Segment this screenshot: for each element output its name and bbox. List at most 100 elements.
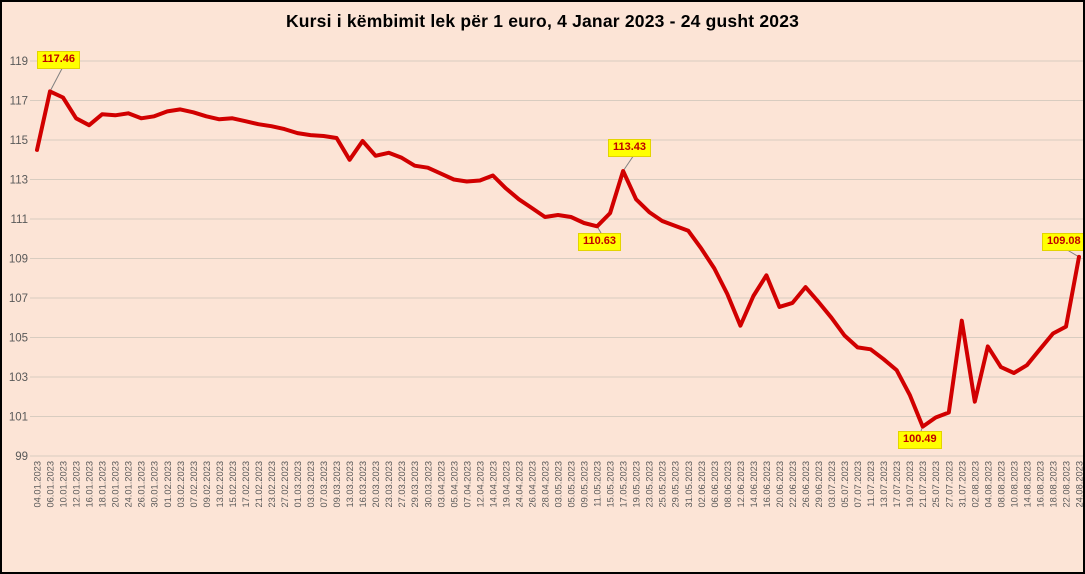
x-axis-label: 16.03.2023	[358, 461, 368, 508]
x-axis-label: 31.07.2023	[957, 461, 967, 508]
y-axis-label: 101	[9, 412, 28, 424]
x-axis-label: 30.01.2023	[150, 461, 160, 508]
y-axis-label: 107	[9, 293, 28, 305]
series-line	[35, 89, 1081, 429]
x-axis-label: 03.02.2023	[176, 461, 186, 508]
x-axis-label: 18.08.2023	[1048, 461, 1058, 508]
x-axis-label: 20.01.2023	[111, 461, 121, 508]
x-axis-label: 06.01.2023	[46, 461, 56, 508]
x-axis-label: 16.08.2023	[1035, 461, 1045, 508]
x-axis-label: 03.04.2023	[436, 461, 446, 508]
y-axis-label: 99	[15, 451, 28, 463]
x-axis-label: 29.05.2023	[671, 461, 681, 508]
x-axis-label: 26.06.2023	[801, 461, 811, 508]
x-axis-label: 14.04.2023	[488, 461, 498, 508]
x-axis-label: 29.03.2023	[410, 461, 420, 508]
data-label: 100.49	[898, 431, 942, 449]
x-axis-label: 22.06.2023	[788, 461, 798, 508]
x-axis-label: 17.07.2023	[892, 461, 902, 508]
x-axis-label: 28.04.2023	[540, 461, 550, 508]
x-axis-label: 15.05.2023	[606, 461, 616, 508]
x-axis-label: 08.06.2023	[723, 461, 733, 508]
x-axis-label: 14.08.2023	[1022, 461, 1032, 508]
y-axis-label: 105	[9, 333, 28, 345]
x-axis-label: 20.06.2023	[775, 461, 785, 508]
x-axis-label: 01.03.2023	[293, 461, 303, 508]
leader-line	[49, 67, 63, 92]
x-axis-label: 20.03.2023	[371, 461, 381, 508]
x-axis-label: 15.02.2023	[228, 461, 238, 508]
x-axis-label: 03.05.2023	[554, 461, 564, 508]
x-axis-label: 21.02.2023	[254, 461, 264, 508]
x-axis-label: 16.06.2023	[762, 461, 772, 508]
x-axis-label: 24.01.2023	[124, 461, 134, 508]
x-axis-label: 25.05.2023	[658, 461, 668, 508]
x-axis-label: 27.02.2023	[280, 461, 290, 508]
x-axis-label: 07.04.2023	[462, 461, 472, 508]
x-axis-label: 27.07.2023	[944, 461, 954, 508]
y-axis-label: 115	[10, 135, 28, 147]
x-axis-label: 07.07.2023	[853, 461, 863, 508]
x-axis-label: 10.01.2023	[59, 461, 69, 508]
x-axis-label: 24.08.2023	[1075, 461, 1085, 508]
data-label: 109.08	[1042, 233, 1083, 251]
x-axis-label: 10.08.2023	[1009, 461, 1019, 508]
x-axis-label: 02.06.2023	[697, 461, 707, 508]
x-axis-label: 25.07.2023	[931, 461, 941, 508]
x-axis-label: 11.05.2023	[593, 461, 603, 507]
x-axis-label: 13.02.2023	[215, 461, 225, 508]
x-axis-label: 24.04.2023	[514, 461, 524, 508]
x-axis-label: 05.04.2023	[449, 461, 459, 508]
x-axis-label: 13.07.2023	[879, 461, 889, 508]
x-axis-label: 13.03.2023	[345, 461, 355, 508]
x-axis-label: 11.07.2023	[866, 461, 876, 507]
data-label: 110.63	[578, 233, 622, 251]
chart-title: Kursi i këmbimit lek për 1 euro, 4 Janar…	[285, 11, 800, 31]
y-axis-label: 103	[9, 372, 28, 384]
x-axis-label: 23.05.2023	[645, 461, 655, 508]
x-axis-label: 31.05.2023	[684, 461, 694, 508]
x-axis-label: 05.07.2023	[840, 461, 850, 508]
x-axis-label: 29.06.2023	[814, 461, 824, 508]
x-axis-label: 19.05.2023	[632, 461, 642, 508]
leader-line	[622, 155, 634, 172]
y-axis-label: 119	[10, 56, 28, 68]
x-axis-label: 14.06.2023	[749, 461, 759, 508]
x-axis-label: 23.03.2023	[384, 461, 394, 508]
x-axis-label: 17.05.2023	[619, 461, 629, 508]
x-axis-label: 26.04.2023	[527, 461, 537, 508]
x-axis-label: 08.08.2023	[996, 461, 1006, 508]
leader-line	[1067, 249, 1080, 258]
y-axis-label: 111	[11, 214, 28, 226]
x-axis-label: 09.03.2023	[332, 461, 342, 508]
data-label: 113.43	[608, 139, 652, 157]
x-axis-label: 26.01.2023	[137, 461, 147, 508]
y-axis-label: 109	[9, 254, 28, 266]
x-axis-label: 16.01.2023	[85, 461, 95, 508]
x-axis-label: 27.03.2023	[397, 461, 407, 508]
x-axis-label: 02.08.2023	[970, 461, 980, 508]
x-axis-label: 23.02.2023	[267, 461, 277, 508]
x-axis-label: 17.02.2023	[241, 461, 251, 508]
x-axis-label: 22.08.2023	[1061, 461, 1071, 508]
x-axis-label: 12.04.2023	[475, 461, 485, 508]
x-axis-label: 07.02.2023	[189, 461, 199, 508]
y-axis-label: 113	[10, 175, 28, 187]
x-axis-label: 03.07.2023	[827, 461, 837, 508]
y-axis-label: 117	[10, 96, 28, 108]
x-axis-label: 19.04.2023	[501, 461, 511, 508]
x-axis-label: 09.02.2023	[202, 461, 212, 508]
x-axis-label: 03.03.2023	[306, 461, 316, 508]
x-axis-label: 04.08.2023	[983, 461, 993, 508]
data-label: 117.46	[37, 51, 81, 69]
x-axis-label: 21.07.2023	[918, 461, 928, 508]
x-axis-label: 09.05.2023	[580, 461, 590, 508]
x-axis-label: 01.02.2023	[163, 461, 173, 508]
x-axis-label: 12.01.2023	[72, 461, 82, 508]
x-axis-label: 12.06.2023	[736, 461, 746, 508]
x-axis-label: 06.06.2023	[710, 461, 720, 508]
x-axis-label: 07.03.2023	[319, 461, 329, 508]
x-axis-label: 18.01.2023	[98, 461, 108, 508]
